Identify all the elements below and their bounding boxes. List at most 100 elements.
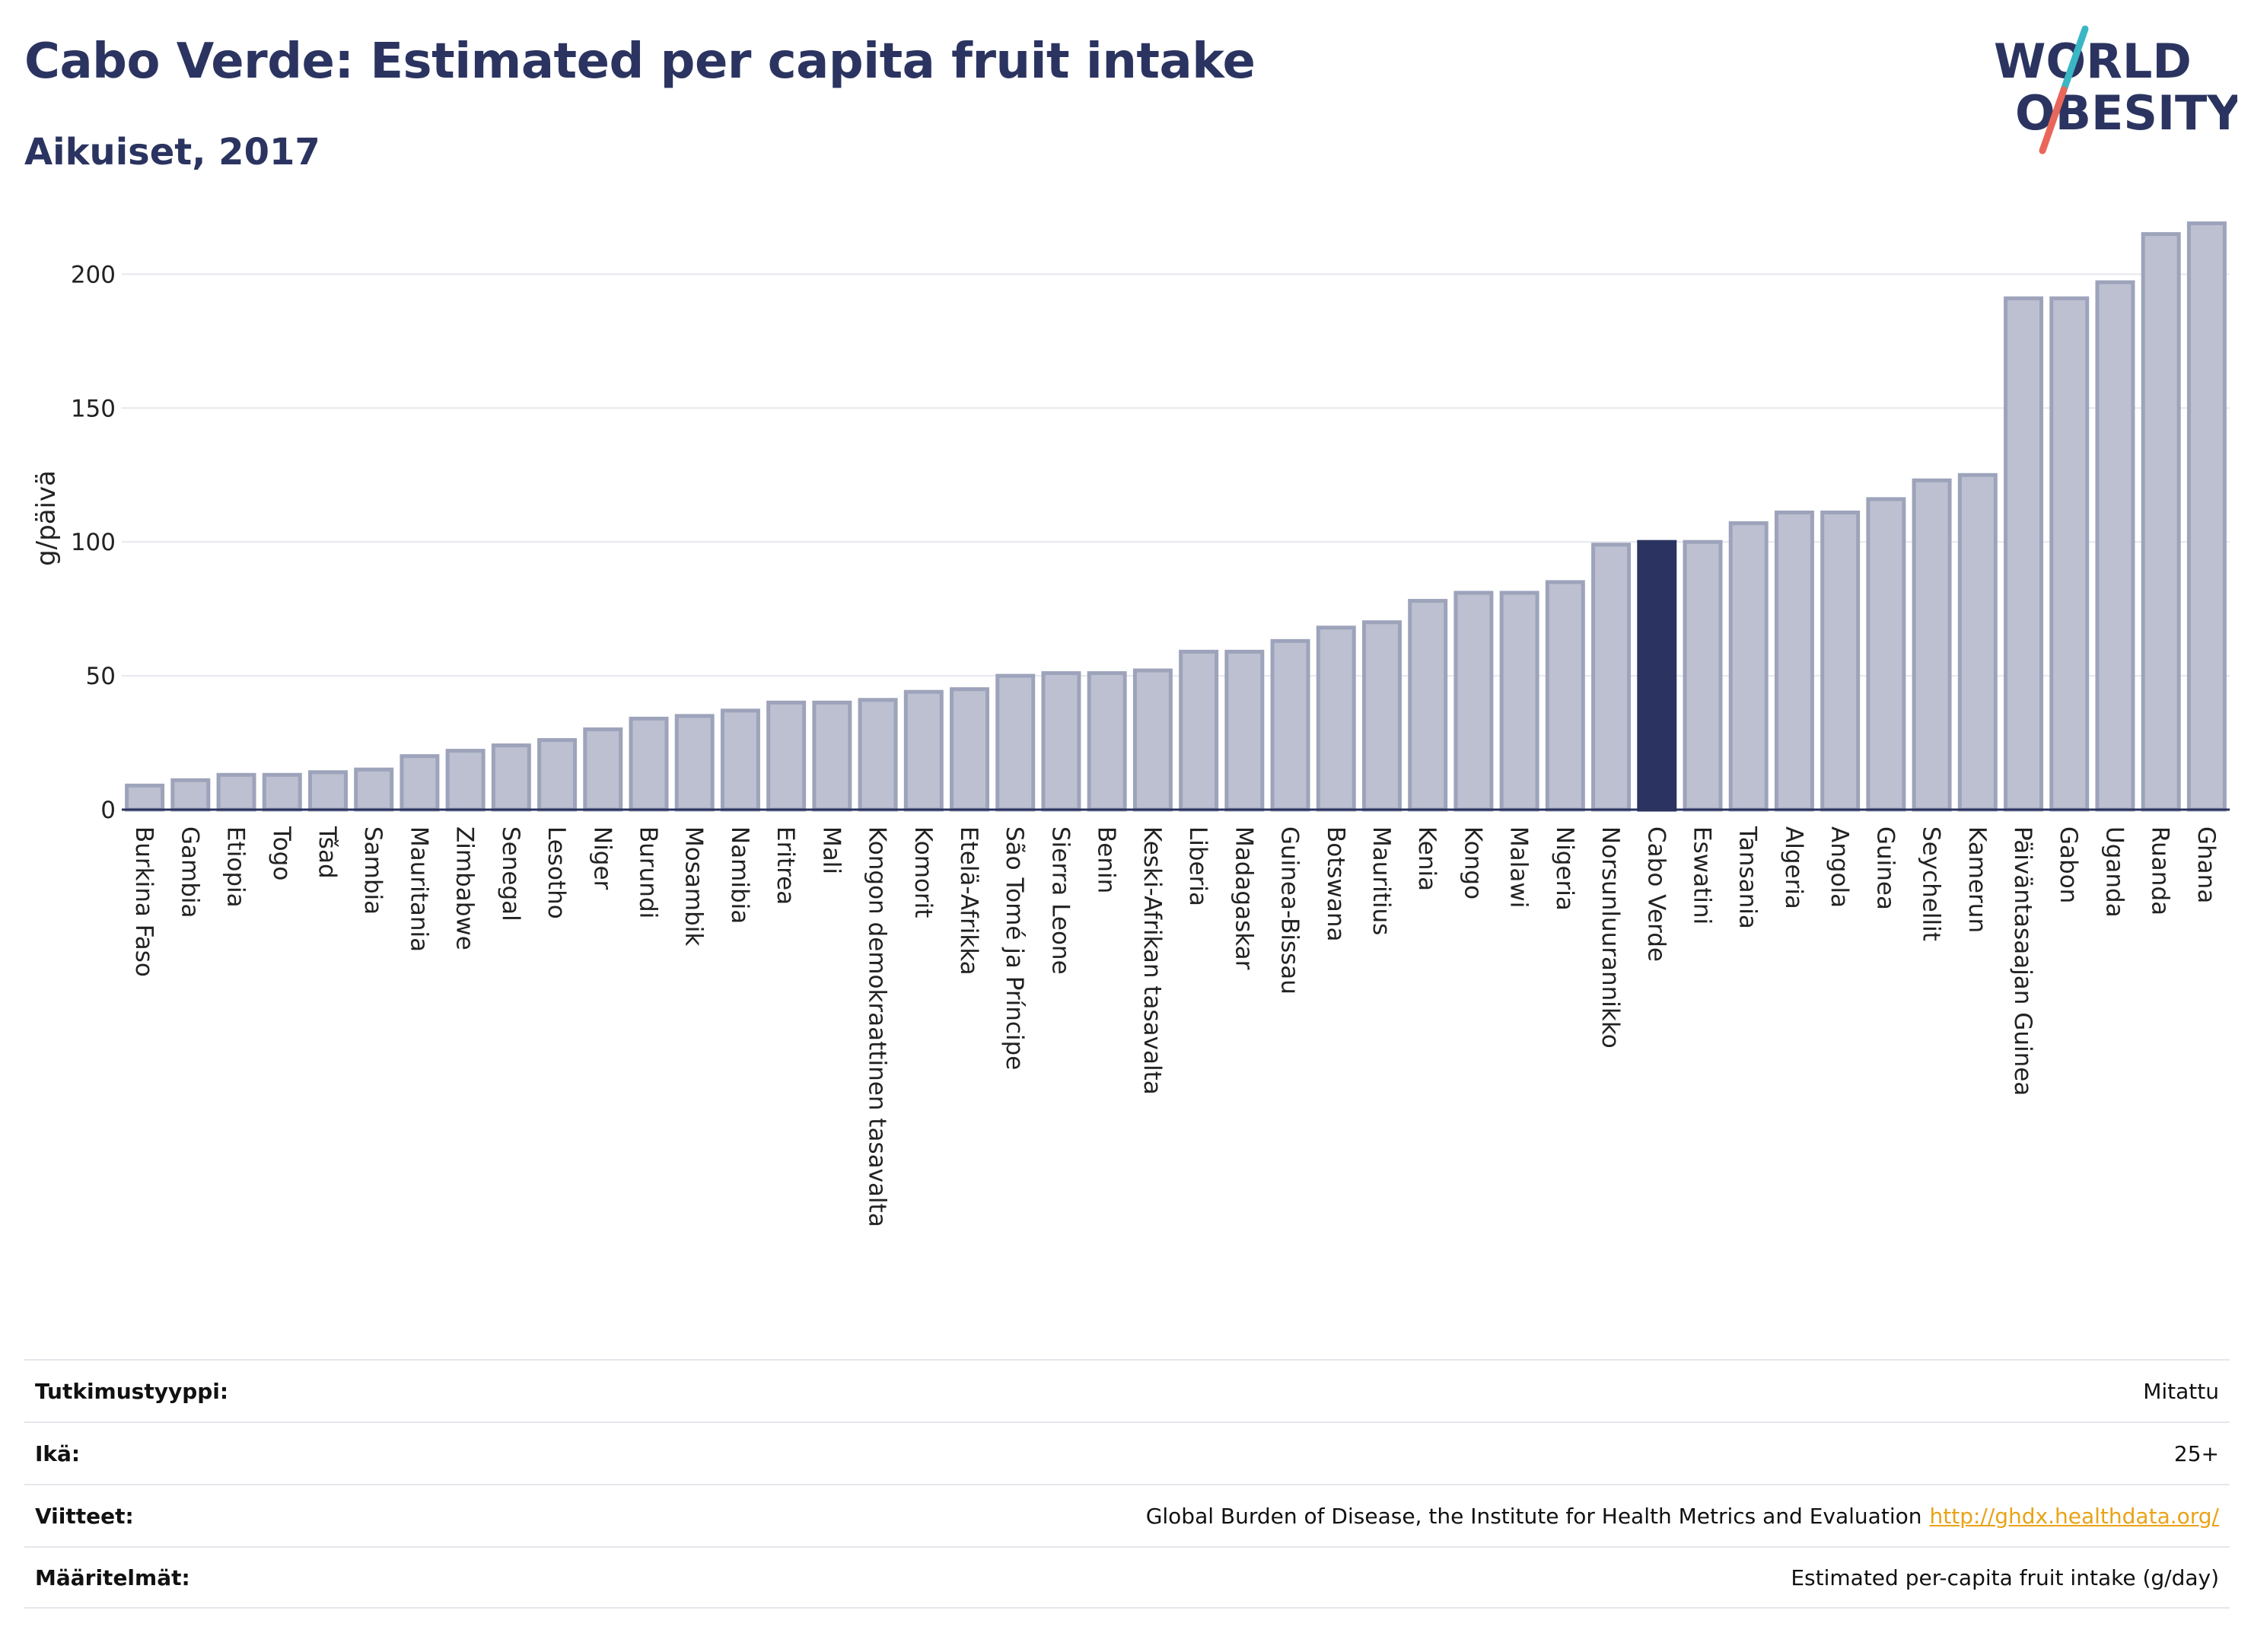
x-tick-label: Ruanda — [2147, 826, 2174, 915]
bar — [1545, 580, 1585, 812]
x-tick-label: Komorit — [909, 826, 937, 918]
x-tick-label: Mali — [817, 826, 845, 874]
bar — [1453, 590, 1494, 812]
x-tick-label: Tansania — [1734, 826, 1762, 929]
meta-label: Määritelmät: — [35, 1564, 190, 1590]
x-tick-label: Burkina Faso — [130, 826, 158, 977]
meta-value: Estimated per-capita fruit intake (g/day… — [1791, 1564, 2219, 1590]
y-tick-label: 200 — [71, 261, 116, 288]
x-tick-label: Gambia — [176, 826, 203, 918]
x-tick-label: Mauritius — [1367, 826, 1395, 935]
bar — [2049, 296, 2090, 812]
x-tick-label: Togo — [268, 826, 295, 880]
bar — [1361, 620, 1402, 812]
bar — [216, 772, 256, 812]
x-tick-label: Niger — [588, 826, 616, 890]
x-tick-label: Sambia — [359, 826, 387, 915]
bar-chart: 0 50 100 150 200 g/päivä Burkina Faso Gambia Eti… — [31, 221, 2230, 1227]
bar — [1957, 473, 1998, 812]
x-tick-label: Namibia — [726, 826, 753, 924]
reference-link[interactable]: http://ghdx.healthdata.org/ — [1929, 1503, 2219, 1529]
x-tick-label: Päiväntasaajan Guinea — [2009, 826, 2036, 1096]
x-tick-label: Eritrea — [772, 826, 799, 905]
chart-subtitle: Aikuiset, 2017 — [24, 131, 320, 173]
x-tick-label: Botswana — [1322, 826, 1349, 942]
logo-text-world: WORLD — [1994, 33, 2192, 89]
bar — [1866, 497, 1906, 812]
x-tick-label: Algeria — [1780, 826, 1807, 909]
meta-row-definitions: Määritelmät: Estimated per-capita fruit … — [24, 1546, 2230, 1609]
bar — [1774, 510, 1814, 812]
x-tick-label: Tšad — [314, 826, 341, 879]
bar — [307, 770, 348, 812]
meta-value: Global Burden of Disease, the Institute … — [1145, 1503, 1922, 1529]
x-tick-label: Madagaskar — [1230, 826, 1257, 970]
meta-row-age: Ikä: 25+ — [24, 1421, 2230, 1484]
x-tick-label: Malawi — [1505, 826, 1533, 908]
x-tick-label: Ghana — [2192, 826, 2220, 903]
x-tick-label: Angola — [1826, 826, 1853, 908]
x-tick-label: São Tomé ja Príncipe — [1001, 826, 1028, 1070]
meta-label: Viitteet: — [35, 1503, 134, 1529]
bar — [537, 738, 578, 812]
bar — [1224, 649, 1265, 812]
bar — [674, 714, 715, 812]
x-tick-label: Mosambik — [680, 826, 708, 946]
bar — [400, 754, 440, 812]
bar — [262, 772, 302, 812]
x-tick-label: Uganda — [2100, 826, 2128, 918]
bar — [1087, 671, 1127, 812]
x-tick-label: Senegal — [497, 826, 524, 921]
x-tick-label: Guinea — [1871, 826, 1899, 910]
x-tick-label: Liberia — [1184, 826, 1211, 906]
bar — [170, 778, 211, 812]
x-tick-label: Sierra Leone — [1046, 826, 1074, 975]
meta-row-references: Viitteet: Global Burden of Disease, the … — [24, 1484, 2230, 1546]
x-tick-label: Mauritania — [405, 826, 432, 952]
x-tick-label: Etelä-Afrikka — [955, 826, 982, 976]
x-tick-label: Benin — [1093, 826, 1120, 893]
x-tick-label: Kamerun — [1963, 826, 1991, 933]
bar — [2141, 232, 2181, 812]
y-axis-label: g/päivä — [31, 470, 62, 566]
bar — [1637, 540, 1677, 812]
bar — [1408, 599, 1448, 812]
bar — [1820, 510, 1861, 812]
x-tick-label: Kenia — [1413, 826, 1441, 891]
bar — [2186, 221, 2227, 812]
meta-label: Ikä: — [35, 1440, 81, 1466]
x-tick-label: Seychellit — [1918, 826, 1945, 941]
x-tick-label: Keski-Afrikan tasavalta — [1138, 826, 1166, 1095]
bar — [1912, 478, 1952, 812]
bar — [1316, 625, 1356, 812]
bar — [1591, 543, 1632, 812]
bar — [995, 673, 1036, 812]
bar — [583, 727, 623, 812]
x-tick-label: Kongon demokraattinen tasavalta — [864, 826, 891, 1227]
bar — [354, 767, 394, 812]
y-tick-label: 50 — [86, 663, 116, 690]
bar — [950, 687, 990, 812]
bar — [1270, 638, 1310, 812]
bar — [1728, 521, 1769, 812]
x-tick-label: Guinea-Bissau — [1276, 826, 1304, 995]
logo-slash-coral — [2039, 86, 2068, 154]
x-tick-label: Norsunluurannikko — [1597, 826, 1624, 1049]
x-tick-label: Etiopia — [222, 826, 250, 908]
meta-value: 25+ — [2173, 1440, 2219, 1466]
bar — [2095, 280, 2135, 812]
bar — [1179, 649, 1219, 812]
bar — [720, 708, 760, 812]
x-tick-label: Zimbabwe — [451, 826, 479, 950]
bar — [1499, 590, 1539, 812]
bar — [766, 700, 807, 812]
bar — [903, 689, 944, 812]
bar — [812, 700, 852, 812]
y-tick-label: 150 — [71, 395, 116, 422]
bar — [1041, 671, 1081, 812]
bar — [2004, 296, 2044, 812]
bar — [629, 716, 669, 812]
bar — [1683, 540, 1723, 812]
x-tick-label: Lesotho — [543, 826, 570, 919]
meta-row-study-type: Tutkimustyyppi: Mitattu — [24, 1359, 2230, 1421]
